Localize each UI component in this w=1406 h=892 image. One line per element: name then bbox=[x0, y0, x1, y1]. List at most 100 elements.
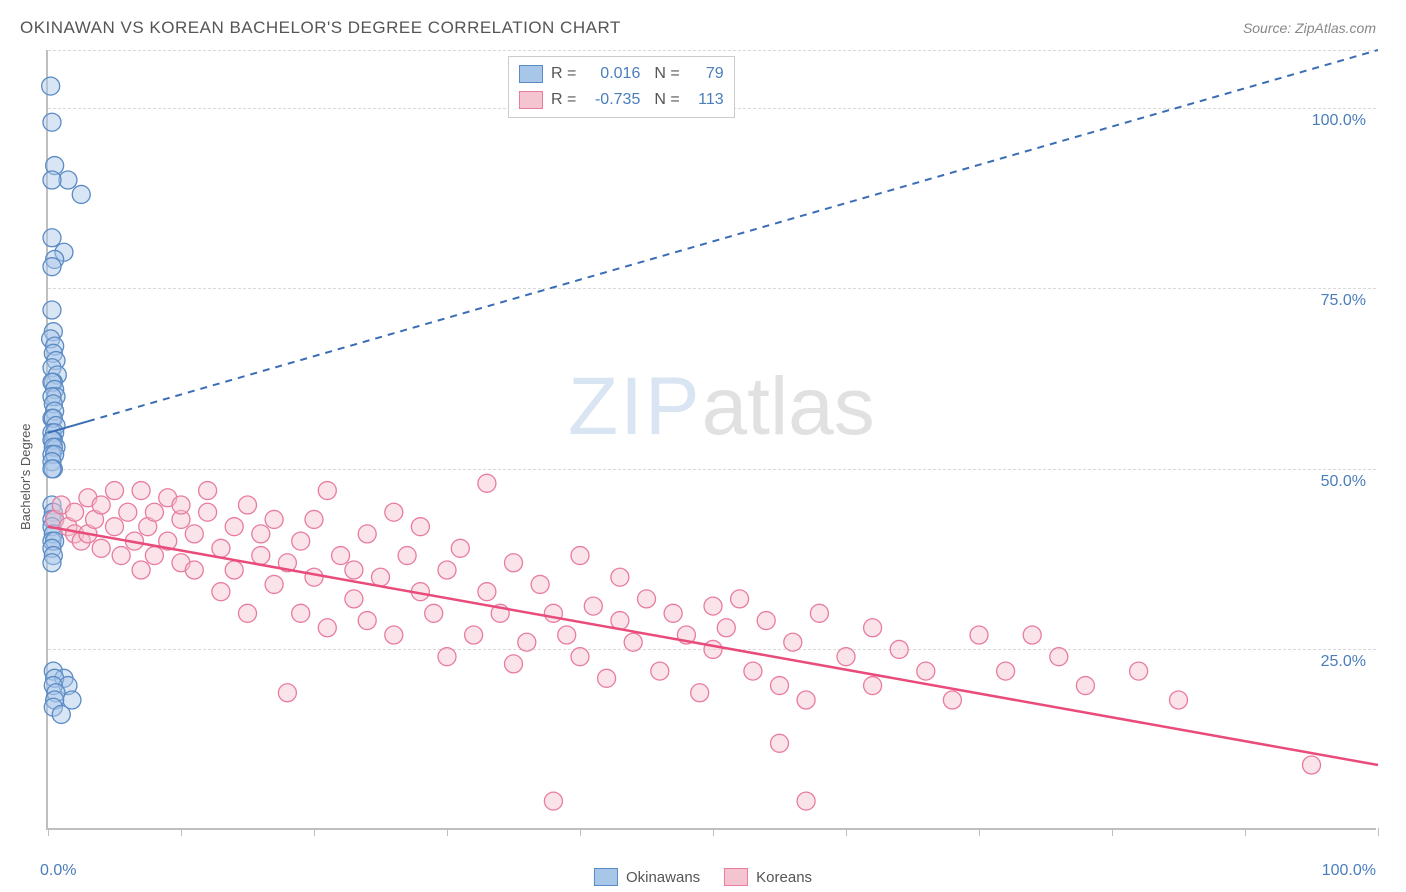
data-point bbox=[691, 684, 709, 702]
data-point bbox=[797, 792, 815, 810]
data-point bbox=[112, 547, 130, 565]
data-point bbox=[172, 496, 190, 514]
data-point bbox=[185, 561, 203, 579]
y-tick-label: 100.0% bbox=[1312, 112, 1366, 130]
chart-title: OKINAWAN VS KOREAN BACHELOR'S DEGREE COR… bbox=[20, 18, 621, 38]
data-point bbox=[810, 604, 828, 622]
x-axis-max: 100.0% bbox=[1322, 862, 1376, 880]
data-point bbox=[43, 229, 61, 247]
data-point bbox=[771, 734, 789, 752]
data-point bbox=[611, 568, 629, 586]
data-point bbox=[66, 503, 84, 521]
data-point bbox=[106, 518, 124, 536]
x-tick bbox=[48, 828, 49, 836]
data-point bbox=[571, 648, 589, 666]
y-tick-label: 75.0% bbox=[1321, 292, 1366, 310]
data-point bbox=[744, 662, 762, 680]
data-point bbox=[864, 619, 882, 637]
label-n: N = bbox=[654, 65, 679, 83]
data-point bbox=[438, 648, 456, 666]
data-point bbox=[43, 113, 61, 131]
stats-row-koreans: R = -0.735 N = 113 bbox=[519, 87, 724, 113]
data-point bbox=[318, 619, 336, 637]
data-point bbox=[358, 612, 376, 630]
data-point bbox=[305, 568, 323, 586]
data-point bbox=[465, 626, 483, 644]
data-point bbox=[704, 597, 722, 615]
data-point bbox=[305, 510, 323, 528]
stats-row-okinawans: R = 0.016 N = 79 bbox=[519, 61, 724, 87]
swatch-koreans bbox=[519, 91, 543, 109]
data-point bbox=[837, 648, 855, 666]
data-point bbox=[43, 258, 61, 276]
data-point bbox=[571, 547, 589, 565]
n-value-okinawans: 79 bbox=[688, 65, 724, 83]
data-point bbox=[212, 583, 230, 601]
data-point bbox=[372, 568, 390, 586]
data-point bbox=[265, 575, 283, 593]
data-point bbox=[438, 561, 456, 579]
data-point bbox=[43, 171, 61, 189]
data-point bbox=[92, 496, 110, 514]
data-point bbox=[784, 633, 802, 651]
y-tick-label: 50.0% bbox=[1321, 473, 1366, 491]
x-tick bbox=[846, 828, 847, 836]
data-point bbox=[531, 575, 549, 593]
data-point bbox=[731, 590, 749, 608]
r-value-okinawans: 0.016 bbox=[584, 65, 640, 83]
data-point bbox=[185, 525, 203, 543]
data-point bbox=[917, 662, 935, 680]
plot-svg bbox=[48, 50, 1376, 828]
x-tick bbox=[1245, 828, 1246, 836]
legend-item-koreans: Koreans bbox=[724, 868, 812, 886]
data-point bbox=[757, 612, 775, 630]
y-axis-label: Bachelor's Degree bbox=[18, 423, 33, 530]
data-point bbox=[544, 792, 562, 810]
data-point bbox=[318, 482, 336, 500]
data-point bbox=[199, 503, 217, 521]
legend-label-koreans: Koreans bbox=[756, 869, 812, 886]
data-point bbox=[1076, 677, 1094, 695]
x-tick bbox=[713, 828, 714, 836]
data-point bbox=[43, 460, 61, 478]
data-point bbox=[385, 626, 403, 644]
data-point bbox=[43, 301, 61, 319]
data-point bbox=[598, 669, 616, 687]
data-point bbox=[890, 640, 908, 658]
data-point bbox=[52, 705, 70, 723]
data-point bbox=[1130, 662, 1148, 680]
data-point bbox=[292, 532, 310, 550]
x-tick bbox=[580, 828, 581, 836]
data-point bbox=[252, 525, 270, 543]
source-attribution: Source: ZipAtlas.com bbox=[1243, 20, 1376, 36]
data-point bbox=[771, 677, 789, 695]
x-tick bbox=[447, 828, 448, 836]
data-point bbox=[132, 482, 150, 500]
data-point bbox=[225, 518, 243, 536]
data-point bbox=[252, 547, 270, 565]
label-r: R = bbox=[551, 65, 576, 83]
data-point bbox=[997, 662, 1015, 680]
legend-item-okinawans: Okinawans bbox=[594, 868, 700, 886]
y-tick-label: 25.0% bbox=[1321, 653, 1366, 671]
data-point bbox=[145, 503, 163, 521]
x-tick bbox=[314, 828, 315, 836]
data-point bbox=[544, 604, 562, 622]
data-point bbox=[292, 604, 310, 622]
data-point bbox=[199, 482, 217, 500]
series-legend: Okinawans Koreans bbox=[594, 868, 812, 886]
label-r: R = bbox=[551, 91, 576, 109]
data-point bbox=[332, 547, 350, 565]
data-point bbox=[797, 691, 815, 709]
data-point bbox=[664, 604, 682, 622]
data-point bbox=[558, 626, 576, 644]
data-point bbox=[584, 597, 602, 615]
data-point bbox=[478, 474, 496, 492]
legend-label-okinawans: Okinawans bbox=[626, 869, 700, 886]
data-point bbox=[92, 539, 110, 557]
n-value-koreans: 113 bbox=[688, 91, 724, 109]
plot-area: ZIPatlas R = 0.016 N = 79 R = -0.735 N =… bbox=[46, 50, 1376, 830]
data-point bbox=[239, 496, 257, 514]
data-point bbox=[1303, 756, 1321, 774]
regression-line bbox=[48, 527, 1378, 765]
